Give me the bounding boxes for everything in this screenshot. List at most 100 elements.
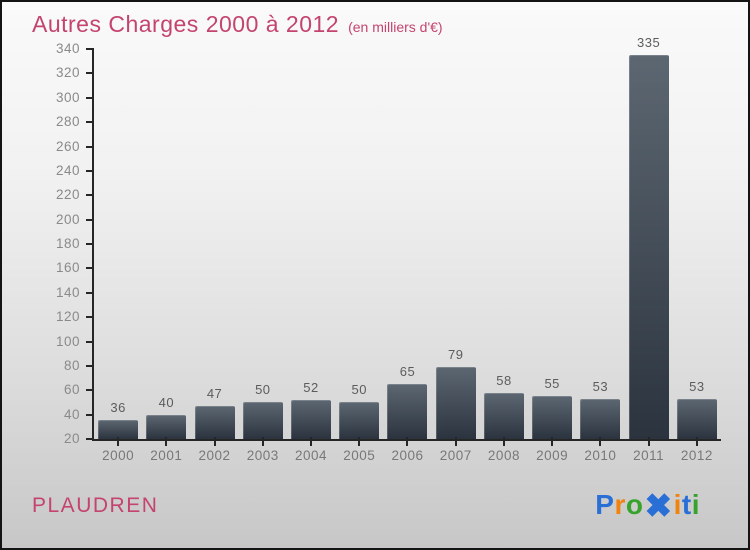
- bar-column: 58 2008: [480, 49, 528, 463]
- bar: [532, 396, 573, 439]
- y-tick-mark: [86, 291, 94, 294]
- x-axis-label: 2011: [633, 448, 665, 463]
- bar: [676, 398, 717, 439]
- x-tick-mark: [117, 437, 120, 446]
- y-axis-label: 100: [55, 333, 80, 349]
- x-tick-mark: [358, 437, 361, 446]
- y-axis-label: 320: [55, 65, 80, 81]
- x-axis-label: 2001: [150, 448, 183, 463]
- proxiti-logo: Pro✖iti: [595, 487, 700, 524]
- y-tick-mark: [86, 243, 94, 245]
- bar-value-label: 335: [637, 35, 661, 51]
- y-tick-mark: [86, 145, 94, 148]
- bar: [580, 398, 621, 439]
- bar-value-label: 65: [399, 364, 416, 380]
- bar-column: 55 2009: [528, 49, 576, 463]
- location-label: PLAUDREN: [32, 494, 159, 517]
- bar-column: 335 2011: [625, 35, 673, 463]
- x-axis-label: 2008: [487, 448, 520, 463]
- chart-header: Autres Charges 2000 à 2012 (en milliers d…: [32, 11, 443, 38]
- y-axis-label: 280: [55, 114, 80, 130]
- x-tick-mark: [695, 437, 698, 446]
- y-tick-mark: [86, 72, 94, 75]
- bar: [242, 402, 283, 439]
- y-tick-mark: [86, 169, 94, 172]
- bar-value-label: 40: [158, 394, 175, 410]
- y-tick-mark: [86, 121, 94, 124]
- logo-letter: P: [595, 489, 615, 520]
- y-axis-label: 340: [55, 41, 80, 56]
- bar: [387, 384, 428, 439]
- bar-column: 50 2005: [335, 49, 383, 463]
- bar-column: 52 2004: [287, 49, 335, 463]
- bar-column: 47 2002: [190, 49, 238, 463]
- bar-value-label: 36: [110, 399, 126, 415]
- bar: [194, 406, 235, 439]
- y-axis-label: 300: [55, 89, 80, 105]
- bar: [628, 55, 669, 439]
- bar-column: 79 2007: [432, 49, 480, 463]
- y-tick-mark: [86, 340, 94, 343]
- y-axis-label: 20: [63, 431, 80, 446]
- bar-column: 53 2010: [576, 49, 624, 463]
- bar-value-label: 53: [689, 378, 705, 394]
- x-tick-mark: [502, 437, 505, 446]
- bar-value-label: 53: [592, 378, 609, 394]
- y-axis-label: 80: [63, 357, 80, 373]
- bar-value-label: 55: [544, 376, 560, 392]
- y-axis-label: 260: [55, 138, 80, 154]
- x-axis-label: 2010: [584, 448, 617, 463]
- y-axis-label: 160: [55, 260, 80, 276]
- y-tick-mark: [86, 194, 94, 197]
- x-tick-mark: [551, 437, 554, 446]
- chart-subtitle: (en milliers d'€): [348, 19, 443, 35]
- bar-value-label: 50: [351, 382, 367, 398]
- y-tick-mark: [86, 413, 94, 416]
- x-tick-mark: [454, 437, 457, 446]
- y-axis-label: 60: [63, 382, 80, 398]
- x-axis-label: 2012: [680, 448, 713, 463]
- x-axis-label: 2002: [198, 448, 231, 463]
- y-axis-label: 180: [55, 236, 80, 251]
- plot-area: 20 40 60 80 100 120 140 160 180 200 220 240 260 280 30…: [56, 35, 721, 463]
- y-axis-label: 240: [55, 162, 80, 178]
- x-axis-label: 2006: [391, 448, 424, 463]
- x-tick-mark: [406, 437, 409, 446]
- bar-value-label: 79: [447, 347, 464, 363]
- y-axis-label: 140: [55, 284, 80, 300]
- bar-column: 36 2000: [94, 49, 142, 463]
- x-axis-label: 2005: [343, 448, 376, 463]
- logo-letter: t: [681, 489, 692, 520]
- logo-letter: i: [691, 489, 700, 520]
- y-axis-label: 200: [55, 211, 80, 227]
- x-tick-mark: [647, 437, 650, 446]
- y-tick-mark: [86, 218, 94, 221]
- y-tick-mark: [86, 96, 94, 99]
- logo-letter: i: [673, 489, 682, 520]
- x-axis-label: 2009: [536, 448, 569, 463]
- y-axis-label: 120: [55, 309, 80, 325]
- logo-letter: r: [614, 489, 626, 520]
- x-axis-label: 2000: [102, 448, 135, 463]
- bar: [291, 400, 332, 439]
- bar-column: 40 2001: [142, 49, 190, 463]
- bar-value-label: 47: [206, 386, 223, 402]
- x-axis-label: 2004: [295, 448, 328, 463]
- y-tick-mark: [86, 48, 94, 50]
- bar-value-label: 58: [496, 372, 512, 388]
- y-tick-mark: [86, 389, 94, 392]
- bar: [339, 402, 380, 439]
- chart-title: Autres Charges 2000 à 2012: [32, 11, 340, 37]
- bar: [98, 419, 139, 439]
- x-tick-mark: [310, 437, 313, 446]
- bar-column: 65 2006: [383, 49, 431, 463]
- x-tick-mark: [165, 437, 168, 446]
- logo-letter: ✖: [644, 487, 673, 524]
- y-tick-mark: [86, 316, 94, 319]
- bar: [483, 392, 524, 439]
- x-axis-label: 2003: [246, 448, 279, 463]
- bar-column: 53 2012: [673, 49, 721, 463]
- x-tick-mark: [599, 437, 602, 446]
- logo-letter: o: [625, 489, 644, 520]
